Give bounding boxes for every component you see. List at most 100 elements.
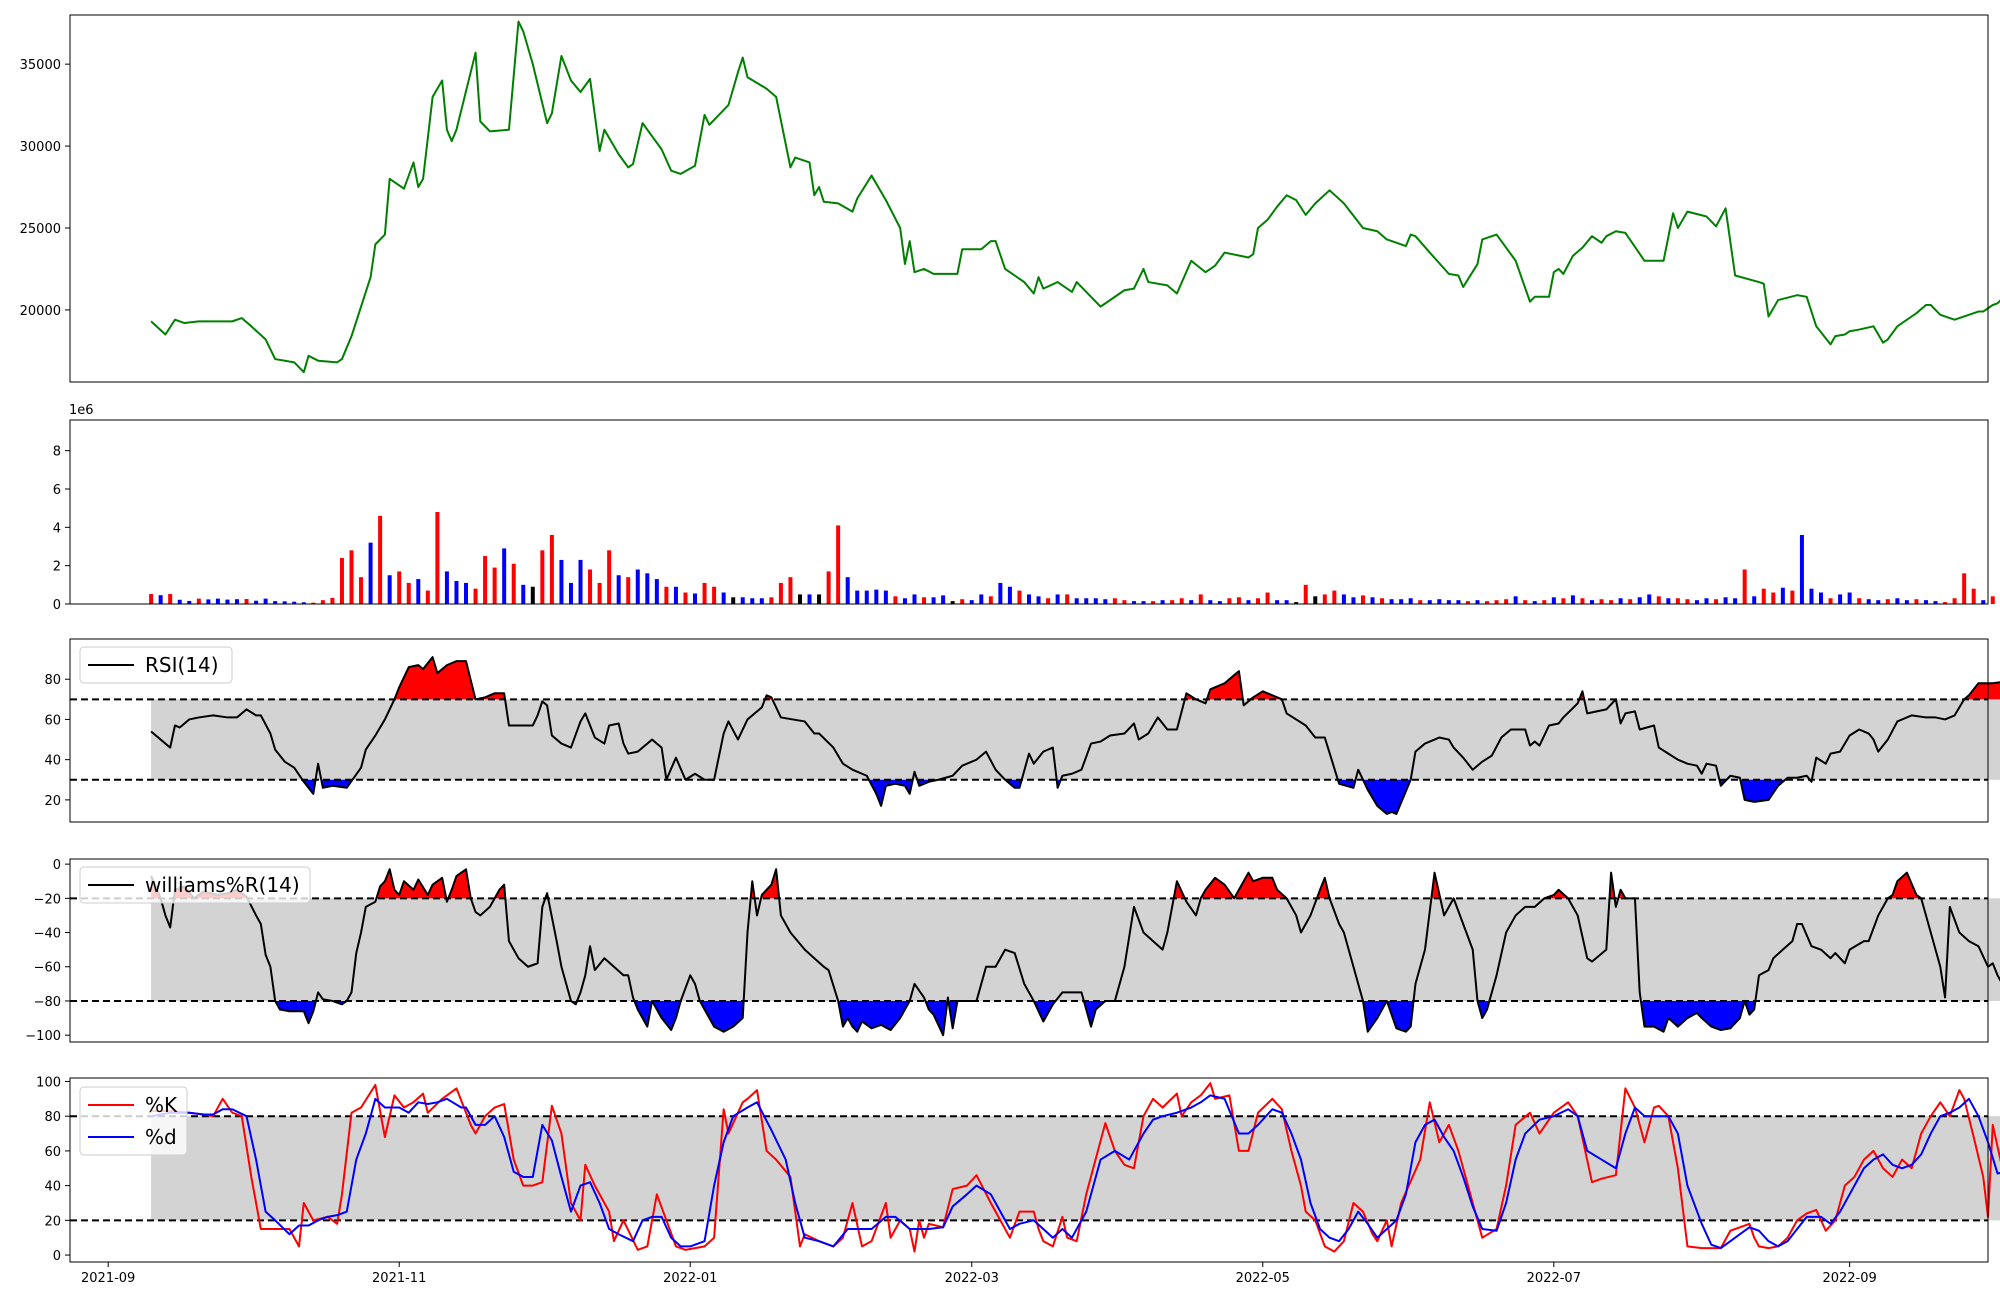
volume-bar bbox=[234, 599, 239, 604]
k-line bbox=[151, 1082, 2000, 1253]
stochastic-legend: %K %d bbox=[79, 1086, 188, 1156]
d-legend-label: %d bbox=[145, 1125, 177, 1149]
volume-bar bbox=[1809, 588, 1814, 604]
volume-bar bbox=[215, 598, 220, 604]
volume-bar bbox=[1714, 599, 1719, 604]
volume-bar bbox=[645, 573, 650, 604]
volume-bar bbox=[1923, 600, 1928, 604]
volume-bar bbox=[616, 575, 621, 604]
volume-bar bbox=[1866, 599, 1871, 604]
volume-bar bbox=[1666, 598, 1671, 604]
volume-bar bbox=[1217, 601, 1222, 605]
oversold-fill bbox=[1740, 779, 1786, 802]
volume-bar bbox=[1523, 600, 1528, 604]
y-tick-label: 0 bbox=[53, 598, 61, 613]
volume-bar bbox=[1198, 594, 1203, 604]
volume-bar bbox=[1170, 600, 1175, 604]
volume-bar bbox=[378, 515, 383, 604]
y-tick-label: 2 bbox=[53, 560, 61, 575]
volume-bar bbox=[1876, 600, 1881, 604]
volume-bar bbox=[712, 586, 717, 604]
volume-bar bbox=[559, 559, 564, 604]
overbought-fill bbox=[1964, 682, 2000, 700]
volume-bar bbox=[664, 586, 669, 604]
volume-bar bbox=[1370, 597, 1375, 604]
volume-bar bbox=[836, 525, 841, 604]
volume-bar bbox=[1752, 596, 1757, 604]
y-tick-label: 0 bbox=[53, 1249, 61, 1264]
volume-bar bbox=[845, 577, 850, 604]
volume-bar bbox=[1780, 587, 1785, 604]
volume-bar bbox=[1990, 596, 1995, 604]
volume-bar bbox=[1322, 594, 1327, 604]
volume-bar bbox=[273, 601, 278, 605]
volume-bar bbox=[1446, 600, 1451, 604]
x-tick-label: 2021-09 bbox=[81, 1271, 135, 1286]
axes-frame bbox=[69, 638, 1989, 823]
volume-bar bbox=[149, 594, 154, 604]
volume-bar bbox=[263, 598, 268, 604]
oversold-fill bbox=[838, 1000, 910, 1032]
volume-bar bbox=[1981, 600, 1986, 604]
williams-legend: williams%R(14) bbox=[79, 866, 311, 904]
volume-bar bbox=[1227, 598, 1232, 604]
volume-bar bbox=[1360, 595, 1365, 605]
volume-bar bbox=[998, 582, 1003, 604]
volume-bar bbox=[654, 579, 659, 604]
volume-bar bbox=[988, 596, 993, 604]
volume-bar bbox=[1341, 594, 1346, 604]
volume-bar bbox=[979, 594, 984, 604]
volume-bar bbox=[1656, 596, 1661, 604]
volume-bar bbox=[1112, 598, 1117, 604]
volume-bar bbox=[1399, 599, 1404, 604]
oversold-fill bbox=[275, 1000, 316, 1024]
volume-bar bbox=[1933, 601, 1938, 605]
volume-bar bbox=[1675, 598, 1680, 604]
volume-bar bbox=[1456, 600, 1461, 604]
volume-bar bbox=[1723, 597, 1728, 604]
axes-frame bbox=[69, 419, 1989, 605]
volume-bar bbox=[1103, 599, 1108, 604]
volume-bar bbox=[1895, 598, 1900, 604]
volume-bar bbox=[359, 577, 364, 604]
volume-bar bbox=[1027, 594, 1031, 604]
volume-bar bbox=[1494, 600, 1499, 604]
volume-bar bbox=[1055, 594, 1060, 604]
volume-bar bbox=[797, 594, 802, 604]
y-tick-label: −20 bbox=[34, 892, 61, 907]
neutral-band bbox=[151, 1116, 2000, 1221]
volume-bar bbox=[292, 601, 297, 604]
volume-bar bbox=[931, 597, 936, 604]
volume-bar bbox=[1313, 596, 1318, 604]
y-tick-label: 80 bbox=[44, 1110, 61, 1125]
volume-bar bbox=[922, 597, 927, 604]
oversold-fill bbox=[1362, 1000, 1387, 1032]
volume-bar bbox=[1065, 594, 1070, 604]
y-tick-label: 100 bbox=[36, 1075, 61, 1090]
volume-bar bbox=[1570, 595, 1575, 605]
volume-bar bbox=[731, 597, 736, 604]
d-line bbox=[150, 1094, 2000, 1250]
y-tick-label: 20000 bbox=[20, 304, 61, 319]
volume-bar bbox=[1952, 598, 1957, 604]
volume-bar bbox=[912, 594, 917, 604]
volume-bar bbox=[626, 577, 631, 604]
volume-bar bbox=[349, 550, 354, 604]
volume-bar bbox=[1551, 597, 1556, 604]
overbought-fill bbox=[394, 657, 476, 700]
volume-bar bbox=[301, 602, 306, 604]
oversold-fill bbox=[1033, 1000, 1056, 1022]
volume-bar bbox=[1504, 599, 1509, 604]
y-tick-label: 60 bbox=[44, 1145, 61, 1160]
volume-bar bbox=[1885, 599, 1890, 604]
volume-bar bbox=[807, 594, 812, 604]
volume-bar bbox=[196, 598, 201, 604]
volume-bar bbox=[1389, 599, 1394, 604]
volume-bar bbox=[1637, 597, 1642, 604]
volume-bar bbox=[1971, 588, 1976, 604]
volume-bar bbox=[492, 567, 497, 604]
volume-bar bbox=[387, 575, 392, 604]
volume-bar bbox=[1647, 594, 1652, 604]
y-tick-label: 20 bbox=[44, 794, 61, 809]
x-tick-label: 2022-05 bbox=[1236, 1271, 1290, 1286]
